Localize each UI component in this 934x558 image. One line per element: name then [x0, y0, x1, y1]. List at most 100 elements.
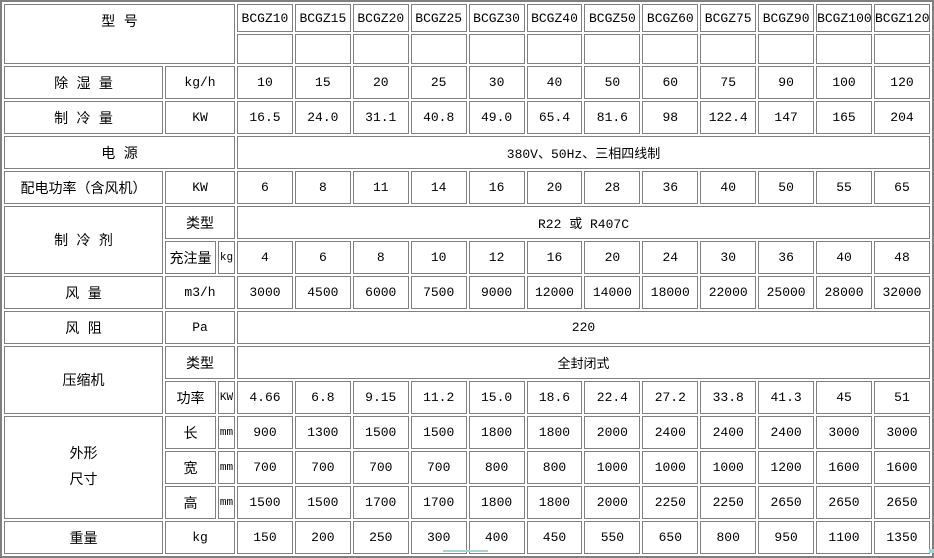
value-cell: 31.1 [352, 101, 409, 134]
value-cell: 8 [352, 241, 409, 274]
value-cell: 1000 [700, 451, 757, 484]
value-cell: 2000 [584, 486, 641, 519]
unit-cell: Pa [165, 311, 235, 344]
value-cell: 122.4 [700, 101, 757, 134]
value-cell: 9000 [468, 276, 525, 309]
empty-cell [526, 34, 583, 64]
value-cell: 7500 [410, 276, 467, 309]
model-header-cell: BCGZ25 [410, 4, 467, 32]
empty-cell [468, 34, 525, 64]
value-cell: 4.66 [237, 381, 293, 414]
value-cell: 6 [294, 241, 351, 274]
row-label-power-dist: 配电功率（含风机） [4, 171, 163, 204]
empty-cell [352, 34, 409, 64]
value-cell: 24.0 [294, 101, 351, 134]
value-cell: 45 [816, 381, 872, 414]
dimensions-label-line1: 外形 [69, 446, 98, 463]
value-cell: 4500 [294, 276, 351, 309]
value-cell: 75 [700, 66, 757, 99]
row-label-refrigerant: 制 冷 剂 [4, 206, 163, 274]
value-cell: 65.4 [526, 101, 583, 134]
model-header-cell: BCGZ100 [816, 4, 872, 32]
value-cell: 1500 [294, 486, 351, 519]
value-cell: 51 [873, 381, 930, 414]
value-cell: 14 [410, 171, 467, 204]
value-cell: 1800 [526, 486, 583, 519]
value-cell: 3000 [816, 416, 872, 449]
value-cell: 200 [294, 521, 351, 554]
unit-cell: mm [218, 486, 235, 519]
empty-cell [758, 34, 815, 64]
value-cell: 150 [237, 521, 293, 554]
value-cell: 24 [642, 241, 699, 274]
power-supply-value-cell: 380V、50Hz、三相四线制 [237, 136, 930, 169]
value-cell: 22000 [700, 276, 757, 309]
sub-label-compressor-type: 类型 [165, 346, 235, 379]
value-cell: 12000 [526, 276, 583, 309]
value-cell: 6.8 [294, 381, 351, 414]
row-label-air-resistance: 风 阻 [4, 311, 163, 344]
value-cell: 2650 [816, 486, 872, 519]
value-cell: 11.2 [410, 381, 467, 414]
value-cell: 25 [410, 66, 467, 99]
value-cell: 2250 [700, 486, 757, 519]
value-cell: 49.0 [468, 101, 525, 134]
value-cell: 40.8 [410, 101, 467, 134]
model-header-cell: BCGZ120 [873, 4, 930, 32]
value-cell: 1000 [584, 451, 641, 484]
row-label-weight: 重量 [4, 521, 163, 554]
empty-cell [237, 34, 293, 64]
value-cell: 90 [758, 66, 815, 99]
empty-cell [584, 34, 641, 64]
value-cell: 1350 [873, 521, 930, 554]
value-cell: 22.4 [584, 381, 641, 414]
compressor-type-value-cell: 全封闭式 [237, 346, 930, 379]
value-cell: 32000 [873, 276, 930, 309]
model-title-cell: 型 号 [4, 4, 235, 64]
model-header-cell: BCGZ20 [352, 4, 409, 32]
model-header-cell: BCGZ15 [294, 4, 351, 32]
value-cell: 1500 [237, 486, 293, 519]
model-header-cell: BCGZ60 [642, 4, 699, 32]
value-cell: 40 [526, 66, 583, 99]
unit-cell: kg [165, 521, 235, 554]
value-cell: 2250 [642, 486, 699, 519]
value-cell: 1700 [352, 486, 409, 519]
value-cell: 30 [700, 241, 757, 274]
value-cell: 2650 [758, 486, 815, 519]
value-cell: 6 [237, 171, 293, 204]
empty-cell [873, 34, 930, 64]
empty-cell [410, 34, 467, 64]
value-cell: 28 [584, 171, 641, 204]
value-cell: 28000 [816, 276, 872, 309]
value-cell: 10 [410, 241, 467, 274]
value-cell: 800 [526, 451, 583, 484]
value-cell: 16 [468, 171, 525, 204]
value-cell: 15.0 [468, 381, 525, 414]
value-cell: 700 [410, 451, 467, 484]
value-cell: 3000 [237, 276, 293, 309]
value-cell: 700 [352, 451, 409, 484]
value-cell: 800 [468, 451, 525, 484]
value-cell: 2650 [873, 486, 930, 519]
row-label-dehumidify: 除 湿 量 [4, 66, 163, 99]
value-cell: 48 [873, 241, 930, 274]
value-cell: 20 [526, 171, 583, 204]
sub-label-height: 高 [165, 486, 216, 519]
refrigerant-type-value-cell: R22 或 R407C [237, 206, 930, 239]
sub-label-compressor-power: 功率 [165, 381, 216, 414]
value-cell: 2400 [758, 416, 815, 449]
unit-cell: KW [165, 101, 235, 134]
unit-cell: mm [218, 451, 235, 484]
value-cell: 1200 [758, 451, 815, 484]
model-header-cell: BCGZ75 [700, 4, 757, 32]
value-cell: 450 [526, 521, 583, 554]
value-cell: 1800 [468, 486, 525, 519]
value-cell: 16 [526, 241, 583, 274]
value-cell: 700 [294, 451, 351, 484]
model-header-cell: BCGZ10 [237, 4, 293, 32]
empty-cell [294, 34, 351, 64]
value-cell: 250 [352, 521, 409, 554]
value-cell: 18.6 [526, 381, 583, 414]
value-cell: 36 [642, 171, 699, 204]
